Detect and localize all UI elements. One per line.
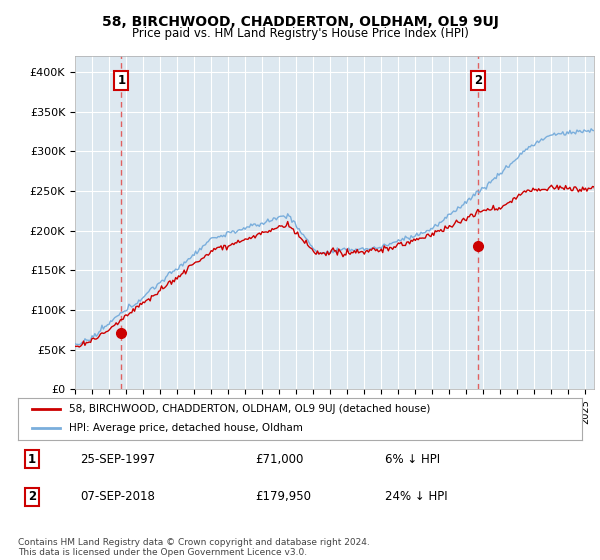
Text: 1: 1 bbox=[118, 74, 125, 87]
Text: 1: 1 bbox=[28, 452, 36, 465]
Text: £71,000: £71,000 bbox=[255, 452, 303, 465]
Text: 25-SEP-1997: 25-SEP-1997 bbox=[80, 452, 155, 465]
Text: 6% ↓ HPI: 6% ↓ HPI bbox=[385, 452, 440, 465]
Text: 2: 2 bbox=[28, 491, 36, 503]
Text: £179,950: £179,950 bbox=[255, 491, 311, 503]
Text: 2: 2 bbox=[474, 74, 482, 87]
Text: Contains HM Land Registry data © Crown copyright and database right 2024.
This d: Contains HM Land Registry data © Crown c… bbox=[18, 538, 370, 557]
Text: 07-SEP-2018: 07-SEP-2018 bbox=[80, 491, 155, 503]
Text: Price paid vs. HM Land Registry's House Price Index (HPI): Price paid vs. HM Land Registry's House … bbox=[131, 27, 469, 40]
Text: 58, BIRCHWOOD, CHADDERTON, OLDHAM, OL9 9UJ: 58, BIRCHWOOD, CHADDERTON, OLDHAM, OL9 9… bbox=[101, 15, 499, 29]
Text: HPI: Average price, detached house, Oldham: HPI: Average price, detached house, Oldh… bbox=[69, 423, 302, 433]
Text: 24% ↓ HPI: 24% ↓ HPI bbox=[385, 491, 447, 503]
Text: 58, BIRCHWOOD, CHADDERTON, OLDHAM, OL9 9UJ (detached house): 58, BIRCHWOOD, CHADDERTON, OLDHAM, OL9 9… bbox=[69, 404, 430, 414]
